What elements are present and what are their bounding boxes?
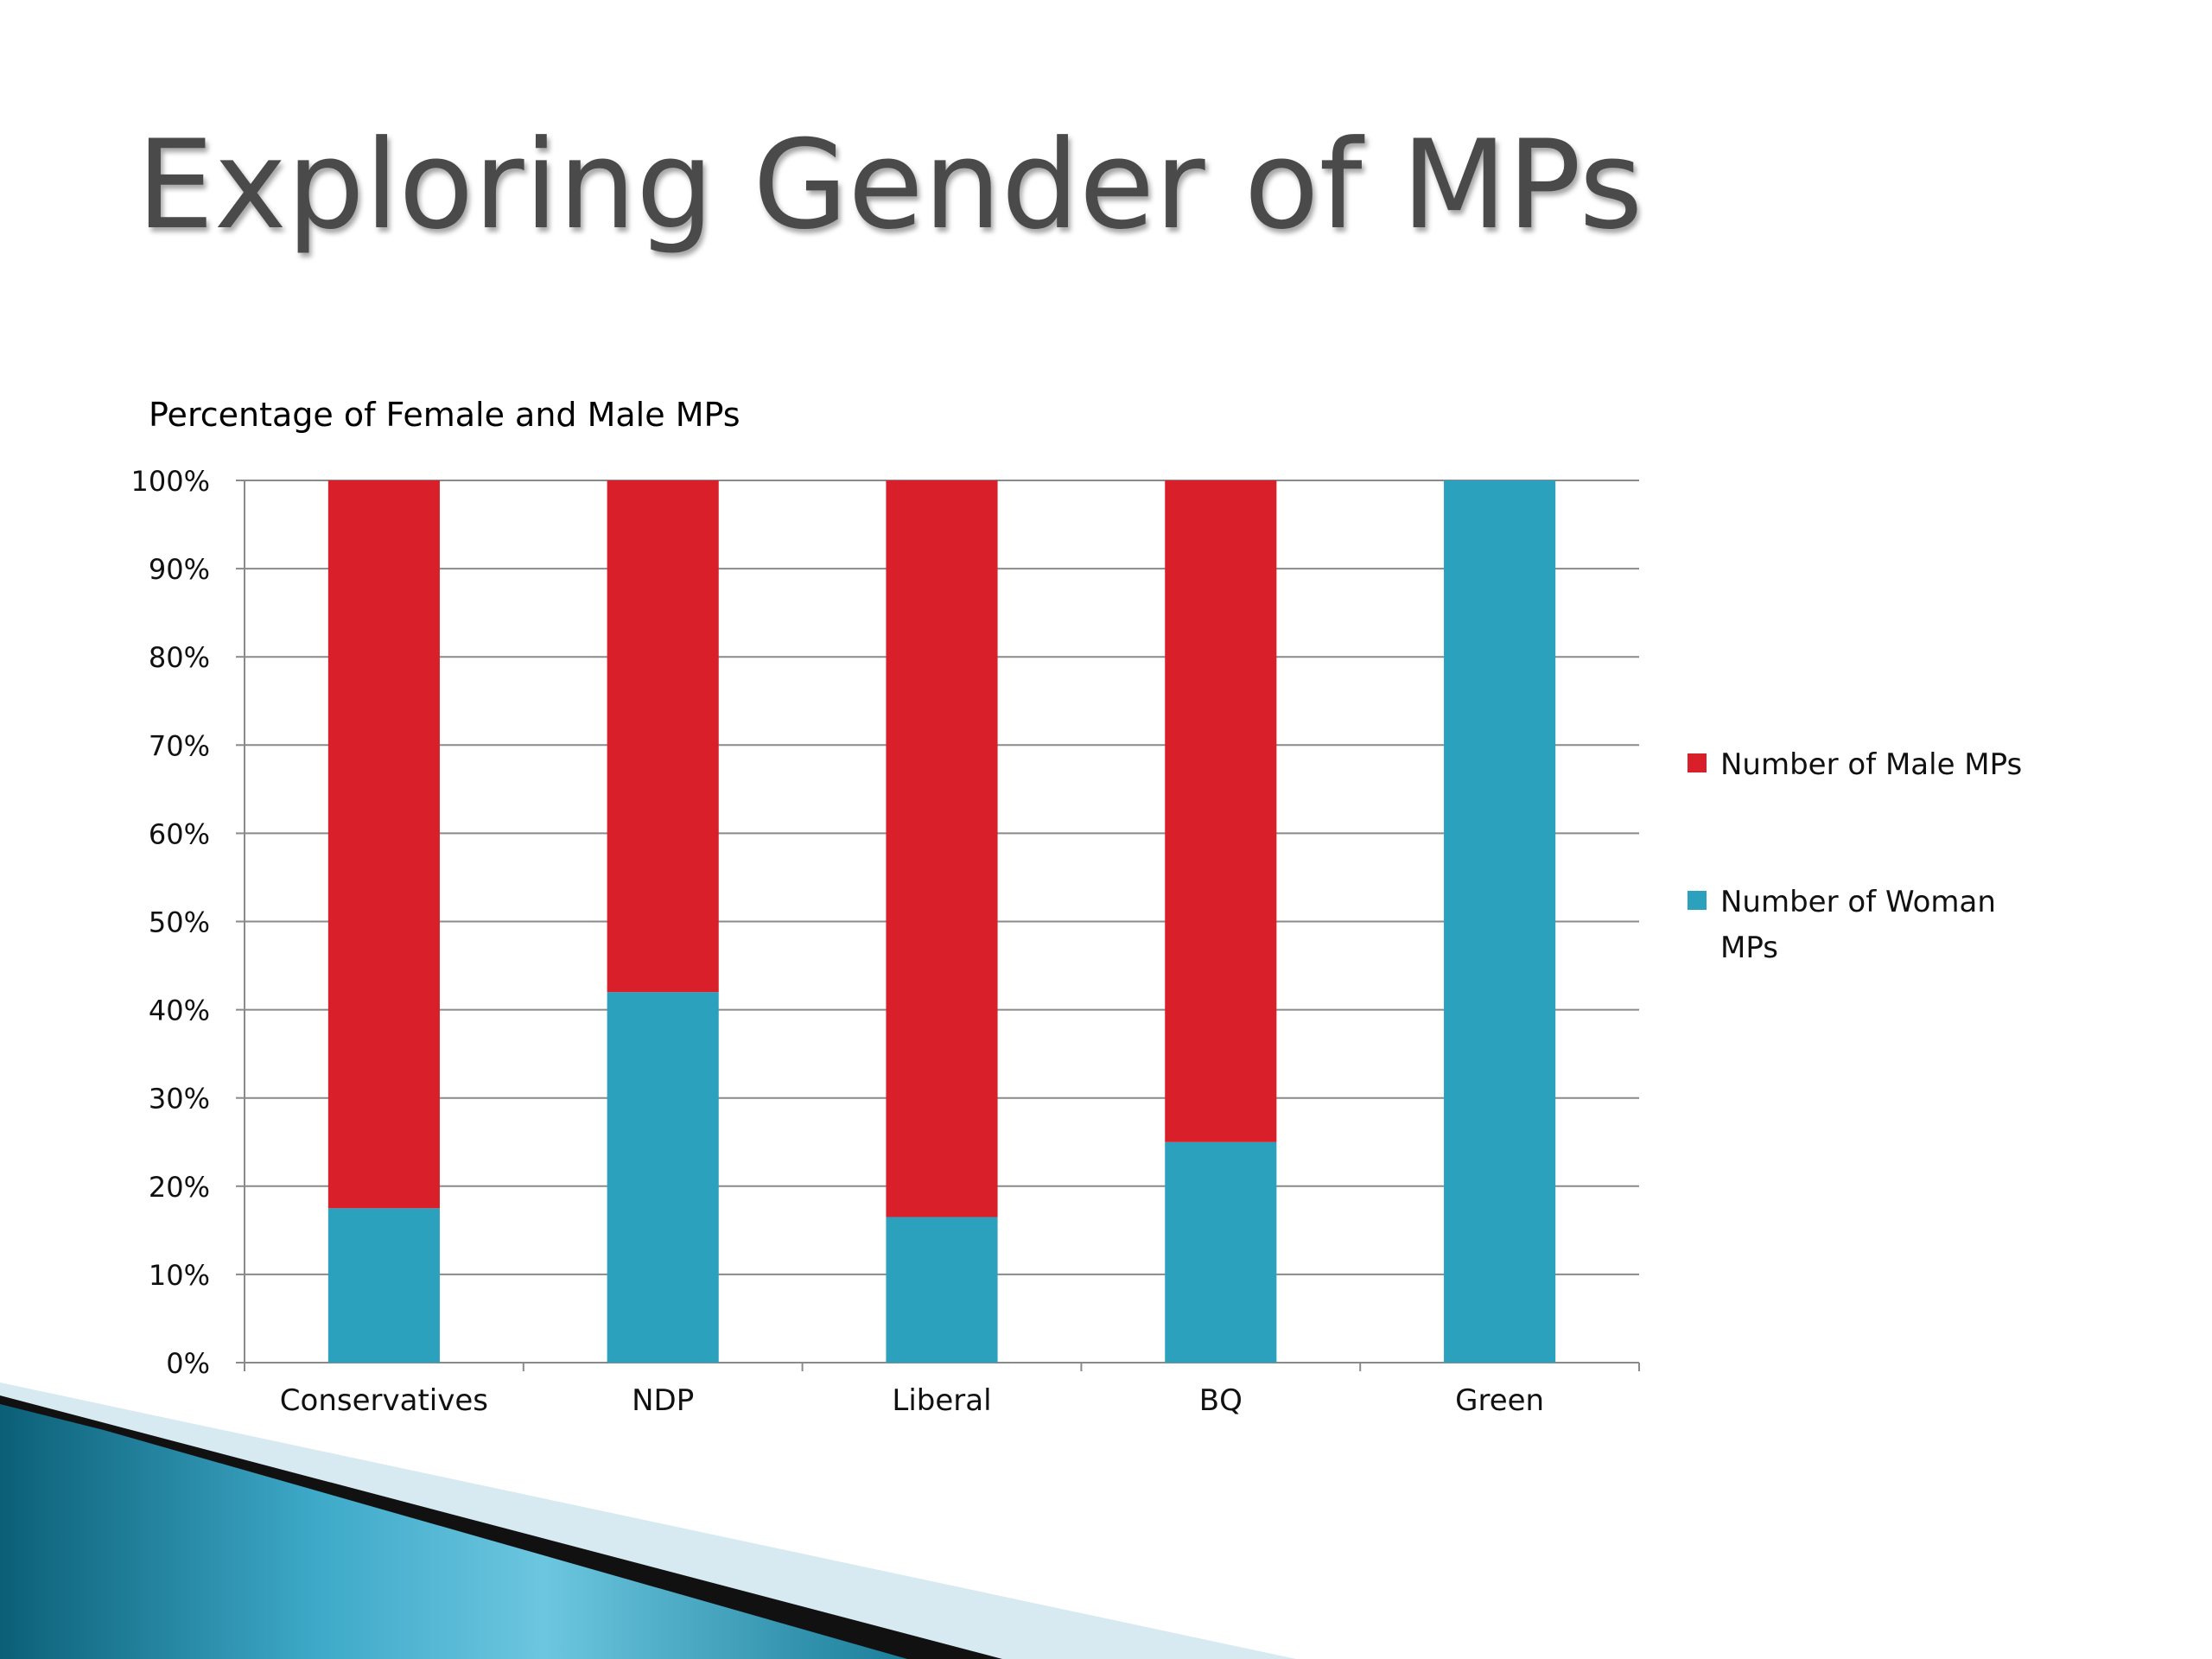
y-tick-label: 20%: [149, 1171, 210, 1204]
teal-wedge: [0, 1404, 907, 1659]
y-tick-label: 30%: [149, 1083, 210, 1116]
x-tick-label: Liberal: [892, 1383, 991, 1418]
x-tick-label: Green: [1455, 1383, 1544, 1418]
bar-segment: [1444, 480, 1556, 1363]
bar-segment: [886, 480, 998, 1217]
y-tick-label: 90%: [149, 553, 210, 586]
x-tick-label: Conservatives: [280, 1383, 488, 1418]
bar-segment: [327, 480, 440, 1209]
y-tick-label: 0%: [166, 1347, 210, 1380]
legend-swatch: [1688, 753, 1707, 772]
legend-swatch: [1688, 891, 1707, 910]
bar-segment: [607, 992, 719, 1363]
legend-label: Number of Woman MPs: [1720, 885, 1996, 965]
slide-title: Exploring Gender of MPs: [137, 114, 1643, 257]
bar-segment: [886, 1217, 998, 1363]
y-tick-label: 40%: [149, 995, 210, 1027]
x-tick-label: BQ: [1199, 1383, 1243, 1418]
bar-segment: [607, 480, 719, 993]
y-tick-label: 60%: [149, 817, 210, 850]
bar-segment: [327, 1208, 440, 1363]
y-tick-label: 100%: [131, 465, 210, 498]
bar-segment: [1165, 1141, 1277, 1363]
legend-label: Number of Male MPs: [1720, 747, 2022, 782]
bar-segment: [1165, 480, 1277, 1142]
y-tick-label: 80%: [149, 641, 210, 674]
y-tick-label: 10%: [149, 1259, 210, 1292]
x-tick-label: NDP: [632, 1383, 694, 1418]
y-tick-label: 70%: [149, 729, 210, 762]
chart-title: Percentage of Female and Male MPs: [149, 396, 741, 434]
y-tick-label: 50%: [149, 906, 210, 939]
